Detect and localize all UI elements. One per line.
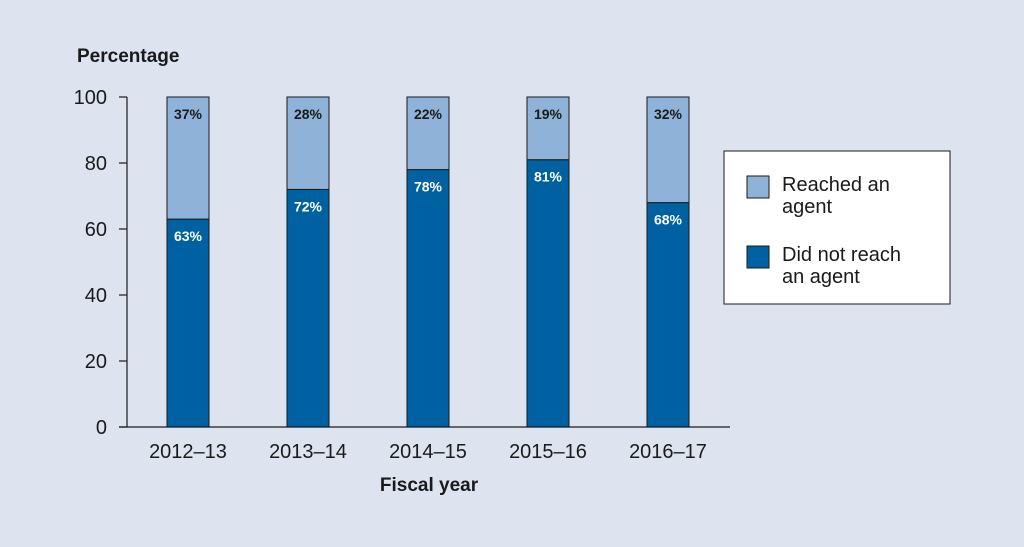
y-tick-label: 40 — [85, 285, 107, 307]
bar-segment — [526, 159, 570, 428]
bar-segment — [166, 96, 210, 220]
x-tick-label: 2016–17 — [629, 441, 707, 463]
bar-segment — [166, 218, 210, 428]
bar-data-label: 22% — [414, 106, 443, 122]
bar-data-label: 28% — [294, 106, 323, 122]
legend-label: an agent — [782, 266, 860, 288]
x-tick-label: 2015–16 — [509, 441, 587, 463]
bar-data-label: 63% — [174, 228, 203, 244]
bar-data-label: 72% — [294, 198, 323, 214]
bar-segment — [286, 188, 330, 428]
bar-data-label: 37% — [174, 106, 203, 122]
bar-segment — [526, 96, 570, 161]
legend-swatch — [746, 245, 770, 269]
y-tick-label: 80 — [85, 153, 107, 175]
y-axis-title: Percentage — [77, 46, 179, 67]
x-tick-label: 2013–14 — [269, 441, 347, 463]
y-tick-label: 20 — [85, 351, 107, 373]
x-tick-label: 2012–13 — [149, 441, 227, 463]
legend-label: agent — [782, 196, 832, 218]
x-axis-title: Fiscal year — [380, 475, 479, 496]
bar-data-label: 68% — [654, 212, 683, 228]
x-tick-label: 2014–15 — [389, 441, 467, 463]
bar-segment — [646, 96, 690, 204]
bar-segment — [286, 96, 330, 190]
bar-data-label: 81% — [534, 169, 563, 185]
bar-segment — [646, 202, 690, 428]
bar-segment — [406, 169, 450, 428]
legend-swatch — [746, 175, 770, 199]
y-tick-label: 0 — [96, 417, 107, 439]
y-tick-label: 60 — [85, 219, 107, 241]
legend-label: Did not reach — [782, 244, 901, 266]
bars-group: 63% 37% 72% 28% 78% 22% 81% 19% 68% 32% — [166, 96, 690, 428]
bar-segment — [406, 96, 450, 171]
axes-group: 0 20 40 60 80 100 2012–13 2013–14 2014–15 2015–16… — [74, 87, 730, 463]
y-tick-label: 100 — [74, 87, 107, 109]
bar-data-label: 32% — [654, 106, 683, 122]
bar-data-label: 78% — [414, 179, 443, 195]
legend-label: Reached an — [782, 174, 890, 196]
bar-data-label: 19% — [534, 106, 563, 122]
